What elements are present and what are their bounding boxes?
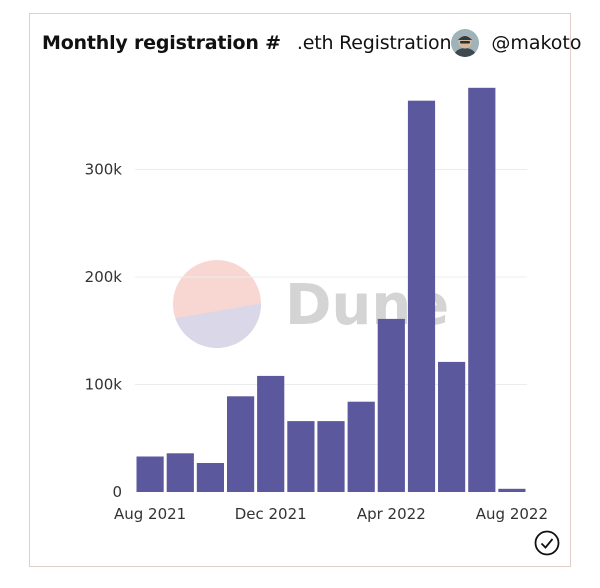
bar-mar-2022[interactable] — [347, 401, 375, 492]
bar-dec-2021[interactable] — [257, 375, 285, 492]
x-tick-label: Apr 2022 — [357, 505, 426, 523]
chart-header: Monthly registration # .eth Registration… — [42, 26, 582, 60]
bar-sep-2021[interactable] — [166, 453, 194, 492]
chart-title: Monthly registration # — [42, 32, 281, 54]
bar-chart: Dune 0 100k 200k 300k Aug 2021 Dec 2021 Apr 2… — [85, 87, 548, 523]
bar-oct-2021[interactable] — [196, 463, 224, 492]
avatar-image-icon — [451, 29, 480, 57]
x-tick-label: Dec 2021 — [235, 505, 307, 523]
dune-watermark: Dune — [173, 260, 449, 348]
y-tick-label: 0 — [112, 483, 122, 501]
author-username[interactable]: @makoto — [491, 32, 582, 54]
checkmark-circle-icon[interactable] — [534, 530, 560, 556]
chart-card: Monthly registration # .eth Registration… — [29, 13, 582, 567]
avatar[interactable] — [451, 29, 480, 57]
bar-aug-2022[interactable] — [498, 488, 526, 492]
bar-jan-2022[interactable] — [287, 421, 315, 492]
bar-apr-2022[interactable] — [377, 318, 405, 492]
y-tick-label: 300k — [85, 161, 123, 179]
bar-feb-2022[interactable] — [317, 421, 345, 492]
bar-jul-2022[interactable] — [468, 87, 496, 493]
y-tick-label: 100k — [85, 376, 123, 394]
bar-nov-2021[interactable] — [227, 396, 255, 492]
x-tick-label: Aug 2021 — [114, 505, 186, 523]
y-tick-label: 200k — [85, 268, 123, 286]
bar-aug-2021[interactable] — [136, 456, 164, 493]
x-tick-label: Aug 2022 — [476, 505, 548, 523]
chart-subtitle: .eth Registration — [296, 32, 452, 54]
bar-may-2022[interactable] — [407, 100, 436, 492]
bar-jun-2022[interactable] — [438, 361, 466, 492]
